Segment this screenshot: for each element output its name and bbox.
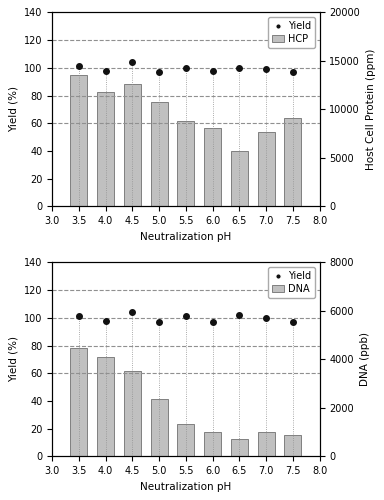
Legend: Yield, DNA: Yield, DNA <box>268 267 315 298</box>
Y-axis label: DNA (ppb): DNA (ppb) <box>359 332 369 386</box>
Bar <box>97 92 114 206</box>
X-axis label: Neutralization pH: Neutralization pH <box>140 232 232 241</box>
Y-axis label: Yield (%): Yield (%) <box>8 86 18 132</box>
Bar <box>97 357 114 456</box>
Y-axis label: Yield (%): Yield (%) <box>8 336 18 382</box>
X-axis label: Neutralization pH: Neutralization pH <box>140 482 232 492</box>
Y-axis label: Host Cell Protein (ppm): Host Cell Protein (ppm) <box>366 48 376 170</box>
Bar <box>231 150 248 206</box>
Bar <box>204 432 221 456</box>
Bar <box>258 432 275 456</box>
Bar <box>177 424 194 456</box>
Bar <box>124 84 141 206</box>
Bar <box>231 439 248 456</box>
Legend: Yield, HCP: Yield, HCP <box>268 17 315 48</box>
Bar <box>70 74 88 206</box>
Bar <box>177 121 194 206</box>
Bar <box>258 132 275 206</box>
Bar <box>151 398 168 456</box>
Bar <box>284 118 301 206</box>
Bar <box>70 348 88 457</box>
Bar <box>151 102 168 206</box>
Bar <box>204 128 221 206</box>
Bar <box>124 370 141 456</box>
Bar <box>284 434 301 456</box>
